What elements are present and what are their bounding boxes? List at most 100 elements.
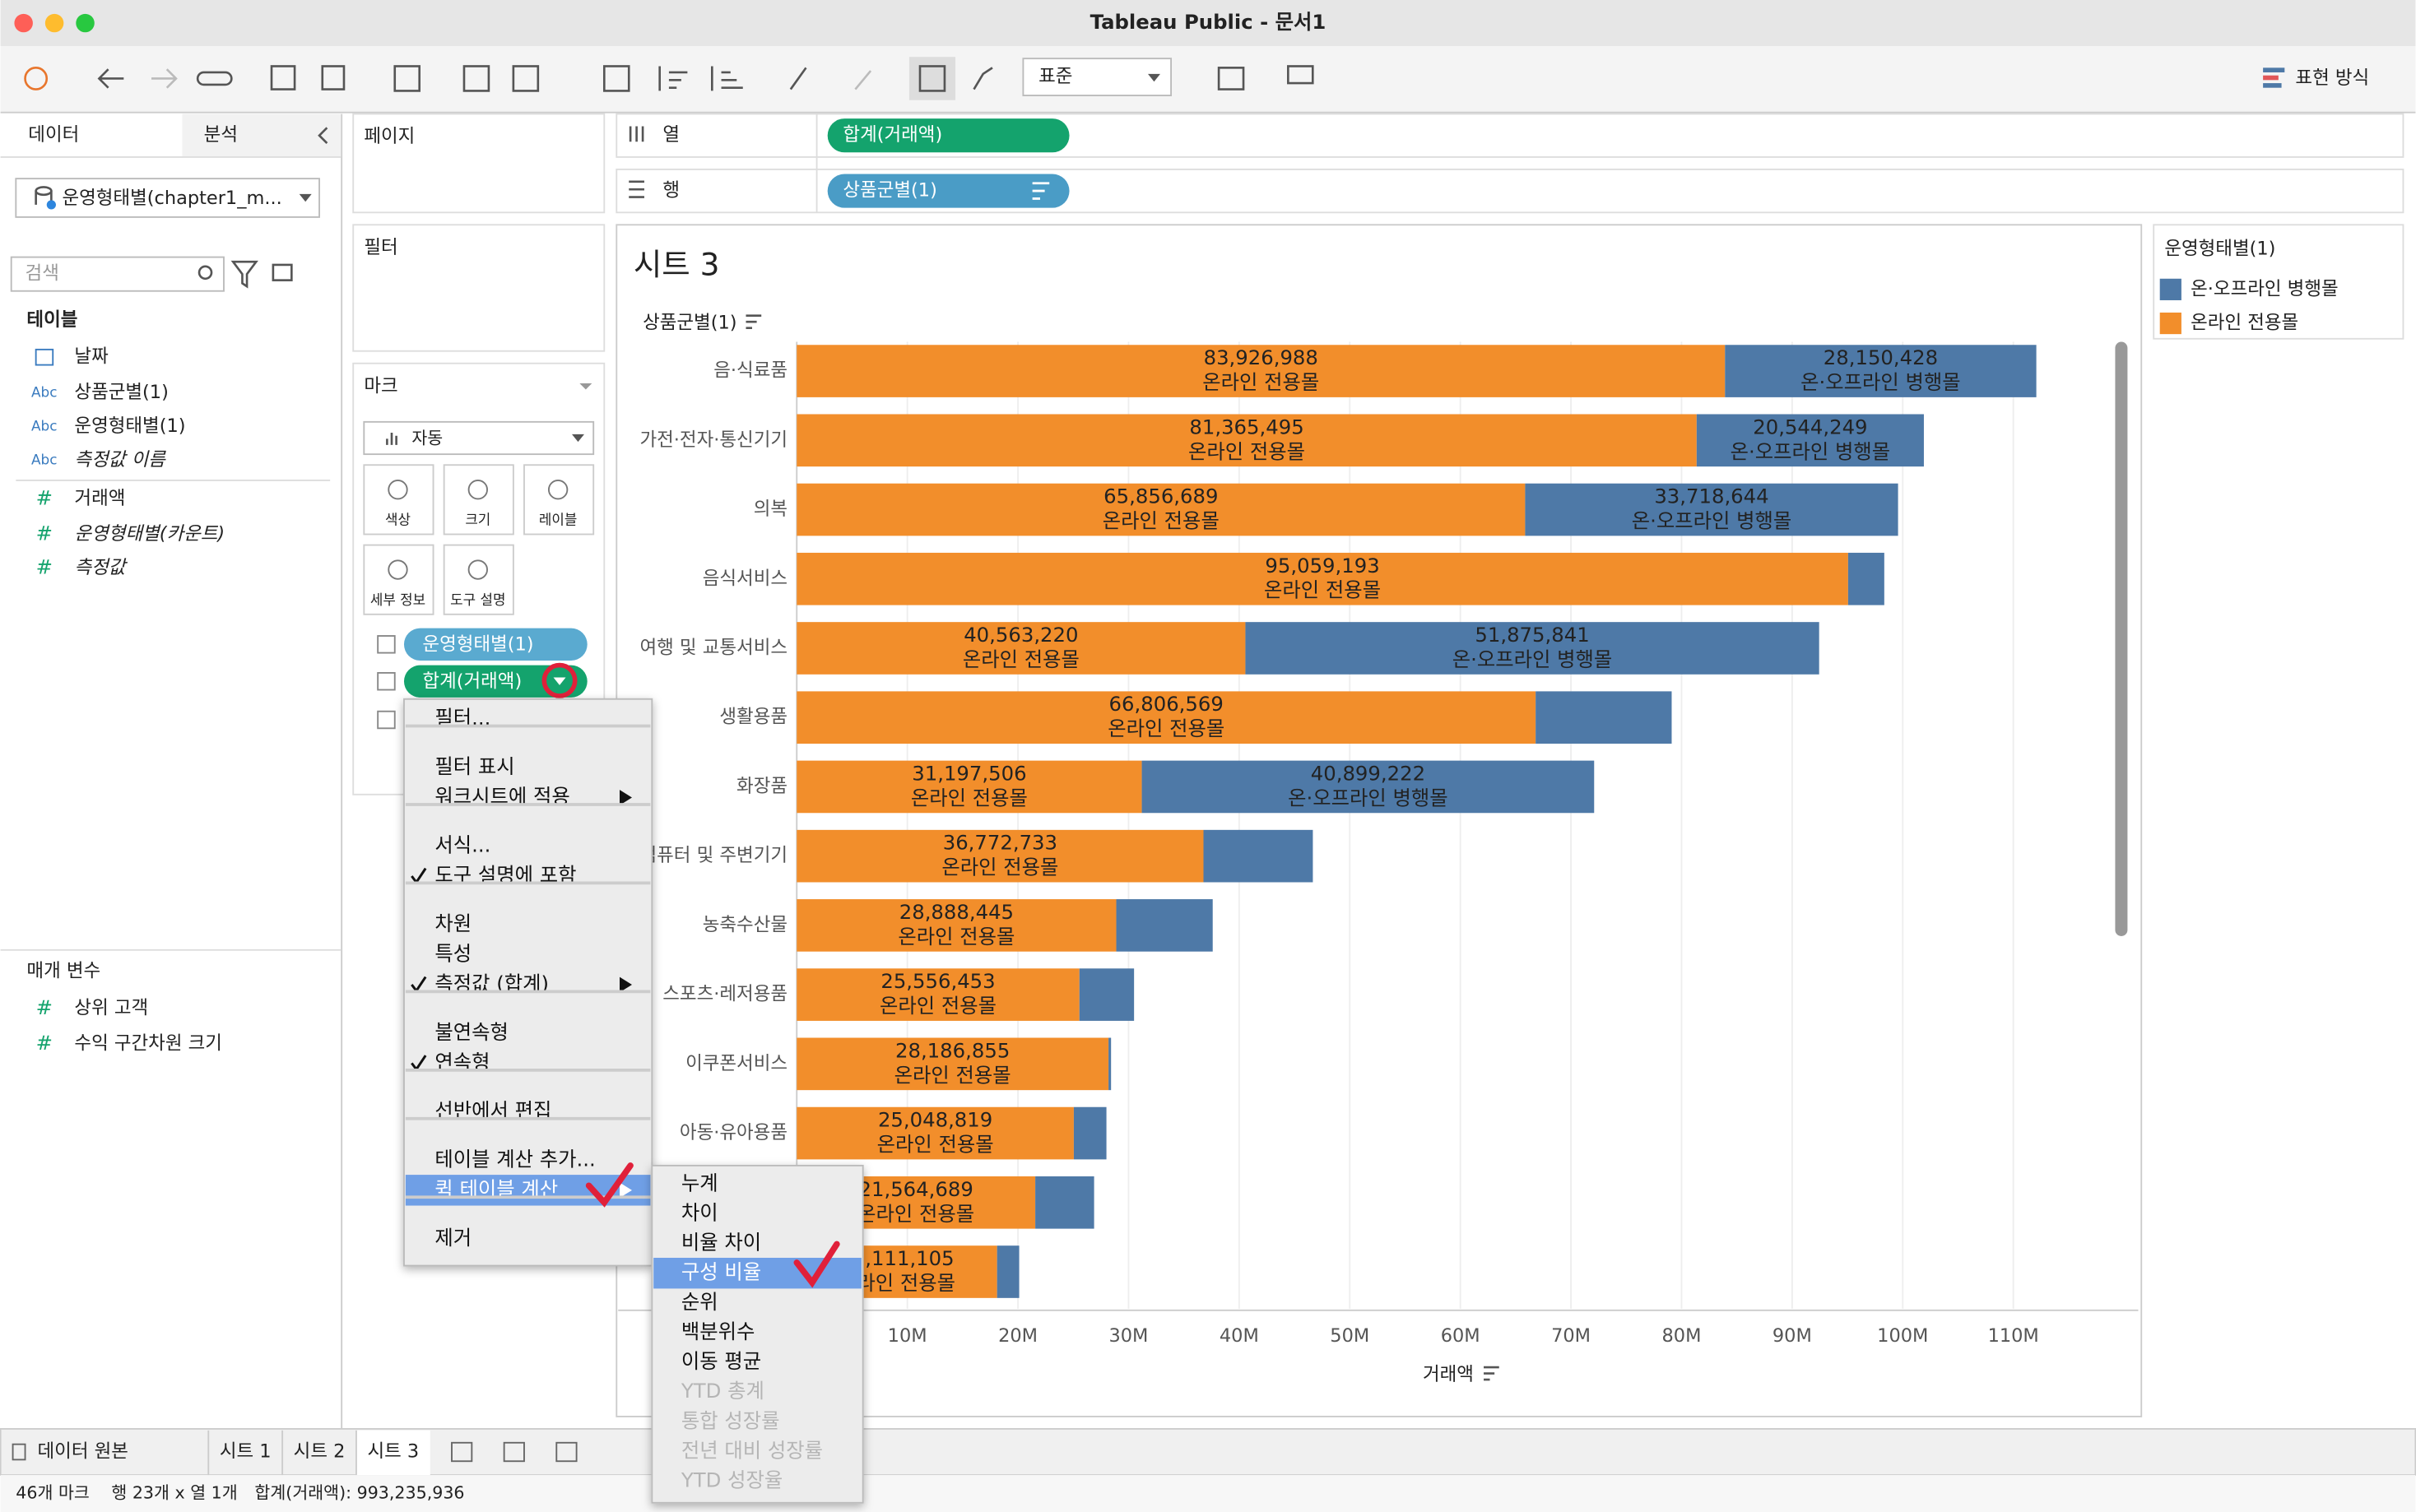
close-button[interactable] (14, 13, 33, 33)
legend-label[interactable]: 온라인 전용몰 (2191, 313, 2298, 334)
sheet-tab[interactable]: 시트 3 (368, 1441, 420, 1463)
datasource-tab-icon (12, 1443, 26, 1461)
field-name[interactable]: 측정값 이름 (74, 449, 166, 471)
sort-icon (746, 314, 762, 329)
submenu-item[interactable]: 차이 (681, 1200, 718, 1224)
mark-button[interactable] (443, 544, 514, 615)
datasource-tab[interactable]: 데이터 원본 (38, 1441, 128, 1463)
new-sheet-button[interactable] (503, 1441, 525, 1463)
duplicate-icon[interactable] (462, 65, 490, 92)
field-name[interactable]: 운영형태별(1) (74, 415, 185, 437)
field-name[interactable]: 측정값 (74, 557, 128, 578)
submenu-item[interactable]: 이동 평균 (681, 1349, 761, 1373)
highlight-icon[interactable] (789, 67, 807, 90)
sheet-tab[interactable]: 시트 1 (220, 1441, 272, 1463)
bar-series-label: 온·오프라인 병행몰 (1800, 370, 1961, 394)
mark-button[interactable] (363, 464, 434, 536)
back-icon[interactable] (97, 68, 124, 89)
pane-tab[interactable]: 데이터 (28, 124, 79, 146)
mark-button[interactable] (523, 464, 595, 536)
submenu-item: 통합 성장률 (681, 1408, 780, 1432)
menu-item[interactable]: 차원 (434, 911, 472, 935)
minimize-button[interactable] (44, 13, 64, 33)
columns-pill[interactable] (827, 118, 1070, 153)
sort-desc-icon[interactable] (711, 66, 743, 91)
menu-item[interactable]: 제거 (434, 1226, 472, 1250)
status-bar (0, 1475, 2416, 1512)
bar-series-label: 온라인 전용몰 (898, 925, 1015, 948)
clear-icon[interactable] (512, 65, 540, 92)
rows-pill[interactable] (827, 174, 1070, 208)
bar-value-label: 65,856,689 (1103, 485, 1218, 508)
mark-type-select[interactable] (363, 420, 595, 456)
view-icon[interactable] (272, 263, 293, 281)
new-sheet-button[interactable] (451, 1441, 473, 1463)
field-name[interactable]: 날짜 (74, 346, 109, 368)
menu-item[interactable]: 테이블 계산 추가... (434, 1147, 595, 1171)
save-icon[interactable] (270, 65, 296, 90)
new-sheet-icon[interactable] (393, 65, 421, 92)
zoom-button[interactable] (76, 13, 95, 33)
category-label: 음·식료품 (713, 360, 788, 382)
field-name[interactable]: 상품군별(1) (74, 382, 168, 403)
legend-swatch (2159, 278, 2181, 300)
menu-item[interactable]: 필터 표시 (434, 754, 514, 778)
submenu-item[interactable]: 비율 차이 (681, 1231, 761, 1255)
show-me[interactable]: 표현 방식 (2295, 67, 2369, 89)
mark-button-label: 크기 (465, 512, 490, 528)
mark-button[interactable] (363, 544, 434, 615)
format-select[interactable] (1022, 58, 1173, 96)
field-name[interactable]: 운영형태별(카운트) (74, 523, 225, 545)
bar-series-label: 온라인 전용몰 (911, 786, 1028, 809)
pill-dropdown[interactable] (553, 677, 566, 685)
search-box[interactable] (10, 256, 225, 292)
field-name[interactable]: 수익 구간차원 크기 (74, 1033, 222, 1055)
chart-icon[interactable] (1217, 67, 1245, 90)
collapse-icon[interactable] (318, 127, 328, 144)
submenu-item[interactable]: 순위 (681, 1290, 718, 1314)
label-toggle-bg[interactable] (908, 57, 956, 100)
field-name[interactable]: 거래액 (74, 488, 125, 509)
pin-icon[interactable] (973, 67, 993, 90)
datasource-select[interactable] (15, 178, 320, 218)
redo-icon[interactable] (196, 71, 233, 86)
label-toggle-icon[interactable] (918, 65, 946, 92)
bar-value-label: 28,186,855 (895, 1038, 1010, 1062)
filters-card-title: 필터 (364, 237, 397, 258)
attach-icon[interactable] (854, 70, 872, 90)
mark-button-icon (388, 480, 408, 500)
mark-pill[interactable] (403, 665, 588, 698)
filter-icon[interactable] (230, 260, 258, 289)
presentation-icon[interactable] (1287, 65, 1314, 85)
sort-asc-icon[interactable] (658, 66, 688, 91)
tables-header: 테이블 (26, 309, 77, 331)
sheet-tab[interactable]: 시트 2 (294, 1441, 346, 1463)
row-header: 상품군별(1) (643, 313, 736, 334)
forward-icon[interactable] (151, 68, 178, 89)
submenu-item[interactable]: 누계 (681, 1171, 718, 1194)
bar-segment (1116, 899, 1213, 952)
bar-segment (1696, 414, 1924, 467)
mark-pill[interactable] (403, 628, 588, 661)
mark-button-icon (467, 480, 488, 500)
search-icon (197, 265, 213, 281)
select-arrow (299, 193, 312, 202)
bar-series-label: 온라인 전용몰 (1103, 509, 1220, 533)
datasource-icon[interactable] (321, 65, 346, 90)
scrollbar[interactable] (2115, 341, 2128, 936)
menu-item[interactable]: 특성 (434, 941, 472, 965)
new-sheet-button[interactable] (555, 1441, 578, 1463)
submenu-item[interactable]: 구성 비율 (681, 1260, 761, 1284)
legend-label[interactable]: 온·오프라인 병행몰 (2191, 278, 2339, 299)
bar-segment (797, 345, 1726, 397)
mark-button[interactable] (443, 464, 514, 536)
swap-icon[interactable] (602, 65, 630, 92)
menu-item[interactable]: 서식... (434, 833, 490, 856)
menu-item[interactable]: 불연속형 (434, 1020, 509, 1044)
pane-tab[interactable]: 분석 (204, 124, 238, 146)
submenu-item[interactable]: 백분위수 (681, 1320, 755, 1343)
field-name[interactable]: 상위 고객 (74, 997, 148, 1018)
x-tick-label: 30M (1108, 1325, 1148, 1347)
mark-pill-icon (377, 710, 396, 730)
